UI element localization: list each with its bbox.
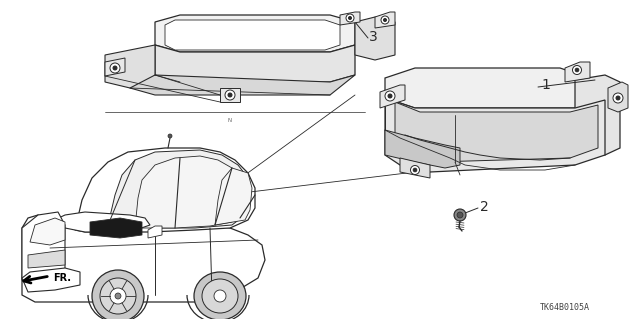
Circle shape: [616, 96, 620, 100]
Polygon shape: [130, 72, 355, 95]
Circle shape: [115, 293, 121, 299]
Circle shape: [454, 209, 466, 221]
Circle shape: [168, 134, 172, 138]
Polygon shape: [105, 45, 155, 88]
Text: 2: 2: [480, 200, 489, 214]
Polygon shape: [355, 17, 395, 60]
Circle shape: [573, 65, 582, 75]
Polygon shape: [28, 250, 65, 268]
Text: N: N: [228, 118, 232, 123]
Circle shape: [613, 93, 623, 103]
Circle shape: [457, 212, 463, 218]
Polygon shape: [50, 212, 150, 232]
Circle shape: [346, 14, 354, 22]
Polygon shape: [565, 62, 590, 82]
Polygon shape: [30, 218, 65, 245]
Polygon shape: [385, 130, 460, 168]
Polygon shape: [165, 20, 340, 50]
Polygon shape: [608, 82, 628, 112]
Circle shape: [575, 68, 579, 72]
Polygon shape: [22, 268, 80, 292]
Polygon shape: [105, 58, 125, 76]
Circle shape: [214, 290, 226, 302]
Polygon shape: [395, 102, 598, 162]
Polygon shape: [22, 212, 65, 285]
Circle shape: [225, 90, 235, 100]
Polygon shape: [75, 148, 255, 232]
Circle shape: [413, 168, 417, 172]
Circle shape: [100, 278, 136, 314]
Polygon shape: [340, 12, 360, 25]
Circle shape: [110, 63, 120, 73]
Polygon shape: [375, 12, 395, 28]
Polygon shape: [220, 88, 240, 102]
Polygon shape: [148, 226, 162, 238]
Polygon shape: [575, 75, 620, 155]
Polygon shape: [215, 168, 252, 225]
Polygon shape: [155, 15, 355, 52]
Polygon shape: [22, 215, 265, 302]
Text: 3: 3: [369, 30, 378, 44]
Polygon shape: [155, 45, 355, 82]
Circle shape: [349, 17, 351, 19]
Circle shape: [110, 288, 126, 304]
Circle shape: [383, 19, 387, 21]
Ellipse shape: [194, 272, 246, 319]
Circle shape: [113, 66, 117, 70]
Text: TK64B0105A: TK64B0105A: [540, 303, 590, 313]
Polygon shape: [135, 156, 238, 228]
Polygon shape: [108, 150, 250, 228]
Ellipse shape: [202, 279, 238, 313]
Polygon shape: [400, 158, 430, 178]
Circle shape: [410, 166, 419, 174]
Circle shape: [92, 270, 144, 319]
Circle shape: [388, 94, 392, 98]
Polygon shape: [385, 68, 600, 108]
Circle shape: [381, 16, 389, 24]
Text: FR.: FR.: [53, 273, 71, 283]
Text: 1: 1: [541, 78, 550, 92]
Polygon shape: [380, 85, 405, 108]
Circle shape: [228, 93, 232, 97]
Polygon shape: [90, 218, 142, 238]
Polygon shape: [385, 98, 605, 172]
Circle shape: [385, 91, 395, 101]
